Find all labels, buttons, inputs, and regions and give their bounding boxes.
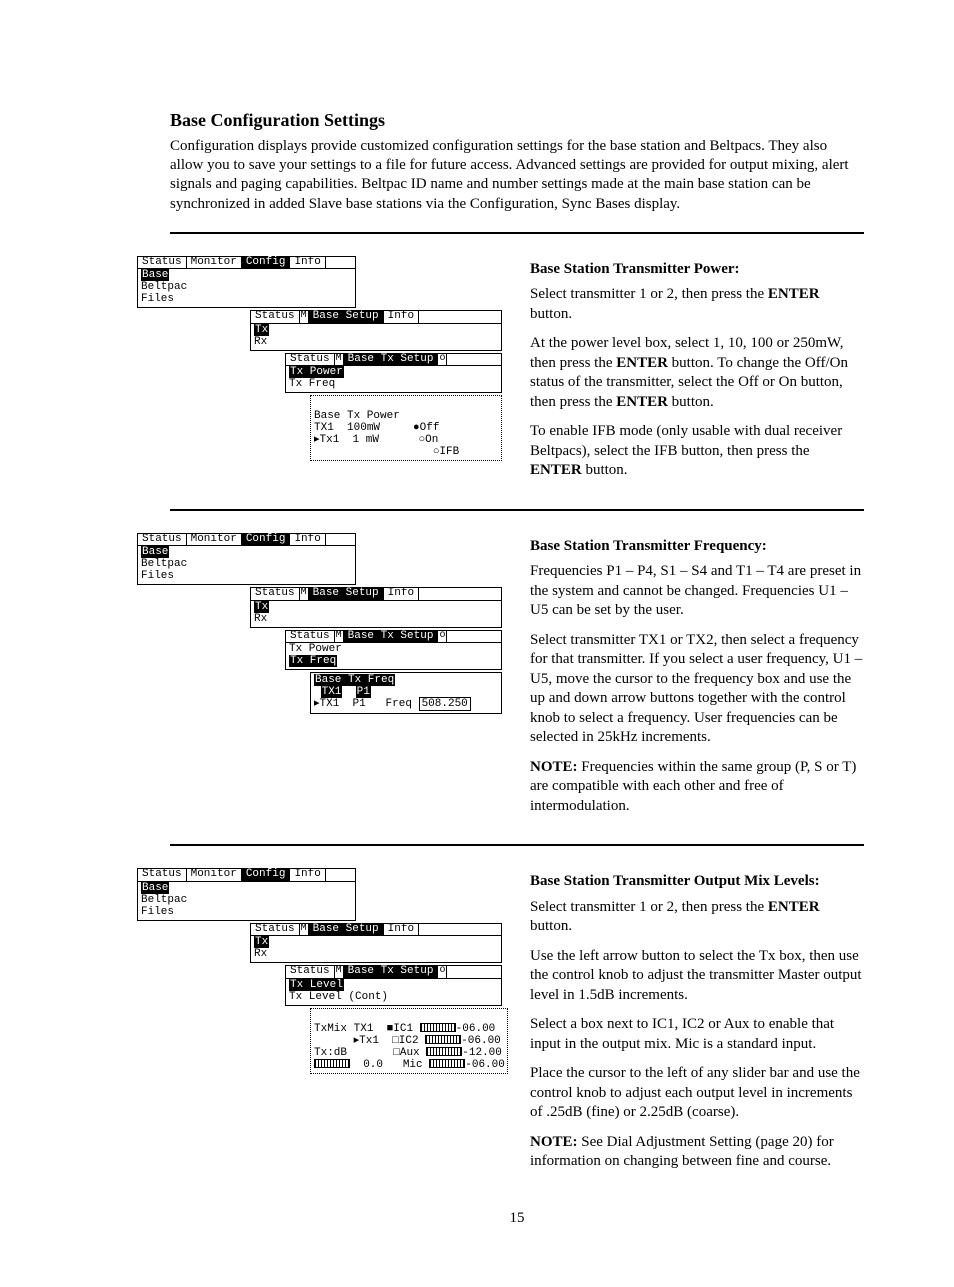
- section-tx-power: Status Monitor Config Info Base Beltpac …: [170, 252, 864, 491]
- p1: Select transmitter 1 or 2, then press th…: [530, 285, 864, 324]
- power-title: Base Tx Power: [314, 410, 400, 422]
- separator: [170, 232, 864, 234]
- lcd-stack-mix: Status Monitor Config Info Base Beltpac …: [170, 864, 500, 1074]
- lcd-mix-detail: TxMix TX1 ■IC1 -06.00 ▸Tx1 □IC2 -06.00 T…: [310, 1008, 508, 1074]
- p3: To enable IFB mode (only usable with dua…: [530, 422, 864, 481]
- lcd-tx-setup3: Status M Base Tx Setup o Tx Level Tx Lev…: [285, 965, 502, 1006]
- tab-tx-setup: Base Tx Setup: [344, 354, 439, 366]
- tab-config: Config: [242, 257, 291, 269]
- menu-txfreq: Tx Freq: [289, 379, 498, 391]
- mix-p3: Select a box next to IC1, IC2 or Aux to …: [530, 1015, 864, 1054]
- slider-icon: [425, 1035, 461, 1044]
- intro-paragraph: Configuration displays provide customize…: [170, 137, 864, 214]
- mix-title: TxMix: [314, 1023, 347, 1035]
- tab-status2: Status: [251, 311, 300, 323]
- mix-p4: Place the cursor to the left of any slid…: [530, 1064, 864, 1123]
- enter-key: ENTER: [768, 286, 820, 302]
- slider-icon: [314, 1059, 350, 1068]
- freq-p1: Frequencies P1 – P4, S1 – S4 and T1 – T4…: [530, 562, 864, 621]
- menu-txpower: Tx Power: [289, 366, 344, 378]
- menu-base: Base: [141, 269, 169, 281]
- lcd-main-menu: Status Monitor Config Info Base Beltpac …: [137, 256, 356, 309]
- lcd-base-setup3: Status M Base Setup Info Tx Rx: [250, 923, 502, 964]
- lcd-freq-detail: Base Tx Freq TX1 P1 ▸TX1 P1 Freq 508.250: [310, 672, 502, 714]
- lcd-stack-freq: Status Monitor Config Info Base Beltpac …: [170, 529, 500, 715]
- tab-info: Info: [290, 257, 325, 269]
- section-tx-mix: Status Monitor Config Info Base Beltpac …: [170, 864, 864, 1182]
- menu-files: Files: [141, 294, 352, 306]
- mix-p1: Select transmitter 1 or 2, then press th…: [530, 898, 864, 937]
- freq-label: Freq: [386, 698, 412, 710]
- tab-info2: Info: [384, 311, 419, 323]
- lcd-base-setup: Status M Base Setup Info Tx Rx: [250, 310, 502, 351]
- lcd-stack-power: Status Monitor Config Info Base Beltpac …: [170, 252, 500, 462]
- heading-tx-power: Base Station Transmitter Power:: [530, 260, 864, 280]
- p2: At the power level box, select 1, 10, 10…: [530, 334, 864, 412]
- opt-off: Off: [420, 422, 440, 434]
- lcd-main-menu2: Status Monitor Config Info Base Beltpac …: [137, 533, 356, 586]
- page-title: Base Configuration Settings: [170, 110, 864, 131]
- tab-status: Status: [138, 257, 187, 269]
- note-label: NOTE:: [530, 759, 578, 775]
- separator: [170, 509, 864, 511]
- menu-tx: Tx: [254, 324, 269, 336]
- separator: [170, 844, 864, 846]
- menu-rx: Rx: [254, 337, 498, 349]
- tab-monitor: Monitor: [187, 257, 242, 269]
- tab-base-setup: Base Setup: [309, 311, 384, 323]
- mix-p5: NOTE: See Dial Adjustment Setting (page …: [530, 1133, 864, 1172]
- heading-tx-freq: Base Station Transmitter Frequency:: [530, 537, 864, 557]
- lcd-main-menu3: Status Monitor Config Info Base Beltpac …: [137, 868, 356, 921]
- freq-title: Base Tx Freq: [314, 674, 395, 686]
- freq-p2: Select transmitter TX1 or TX2, then sele…: [530, 631, 864, 748]
- opt-ifb: IFB: [439, 446, 459, 458]
- power-1mw: 1 mW: [353, 434, 379, 446]
- power-tx1ptr: ▸Tx1: [314, 434, 339, 446]
- lcd-base-setup2: Status M Base Setup Info Tx Rx: [250, 587, 502, 628]
- power-100mw: 100mW: [347, 422, 380, 434]
- heading-tx-mix: Base Station Transmitter Output Mix Leve…: [530, 872, 864, 892]
- freq-value: 508.250: [419, 697, 471, 711]
- section-tx-freq: Status Monitor Config Info Base Beltpac …: [170, 529, 864, 827]
- lcd-power-detail: Base Tx Power TX1 100mW ●Off ▸Tx1 1 mW ○…: [310, 395, 502, 461]
- page-number: 15: [170, 1210, 864, 1227]
- tab-status3: Status: [286, 354, 335, 366]
- slider-icon: [426, 1047, 462, 1056]
- opt-on: On: [425, 434, 438, 446]
- power-tx1: TX1: [314, 422, 334, 434]
- slider-icon: [420, 1023, 456, 1032]
- freq-p3: NOTE: Frequencies within the same group …: [530, 758, 864, 817]
- slider-icon: [429, 1059, 465, 1068]
- mix-p2: Use the left arrow button to select the …: [530, 947, 864, 1006]
- lcd-tx-setup: Status M Base Tx Setup o Tx Power Tx Fre…: [285, 353, 502, 394]
- lcd-tx-setup2: Status M Base Tx Setup o Tx Power Tx Fre…: [285, 630, 502, 671]
